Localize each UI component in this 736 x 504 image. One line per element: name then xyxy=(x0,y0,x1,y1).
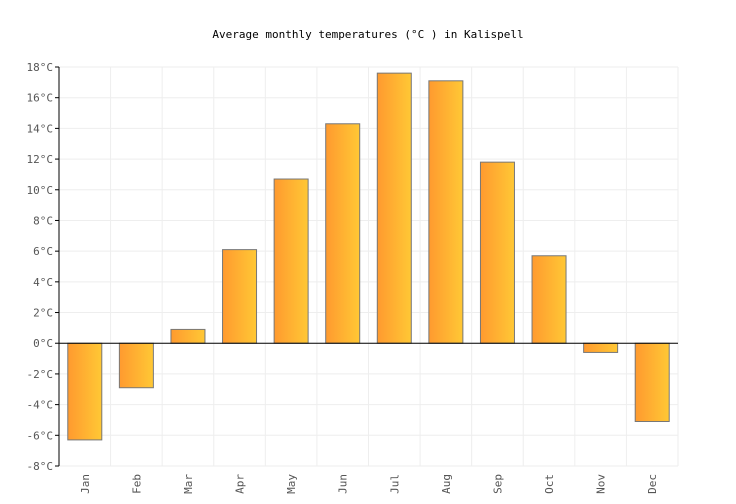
y-tick-label: -2°C xyxy=(27,368,54,381)
x-tick-label: Sep xyxy=(491,474,504,494)
x-tick-label: Mar xyxy=(182,474,195,494)
y-tick-label: -4°C xyxy=(27,399,54,412)
bar-may xyxy=(273,178,309,344)
bar-oct xyxy=(531,255,567,344)
x-tick-label: Oct xyxy=(543,474,556,494)
bar-apr xyxy=(222,249,258,344)
y-tick-label: 18°C xyxy=(27,61,54,74)
bar-jul xyxy=(376,72,412,344)
x-tick-label: Jun xyxy=(337,474,350,494)
x-tick-label: Apr xyxy=(234,474,247,494)
bar-dec xyxy=(634,342,670,422)
y-tick-label: 16°C xyxy=(27,92,54,105)
bar-jun xyxy=(325,123,361,344)
bar-feb xyxy=(118,342,154,389)
y-tick-label: 8°C xyxy=(33,214,53,227)
x-tick-label: Nov xyxy=(595,474,608,494)
y-tick-label: 2°C xyxy=(33,307,53,320)
x-tick-label: Jan xyxy=(79,474,92,494)
y-tick-label: -6°C xyxy=(27,429,54,442)
y-tick-label: 14°C xyxy=(27,122,54,135)
bar-sep xyxy=(479,161,515,344)
y-tick-label: 10°C xyxy=(27,184,54,197)
x-tick-label: Jul xyxy=(388,474,401,494)
x-tick-label: Dec xyxy=(646,474,659,494)
bar-jan xyxy=(67,342,103,441)
x-tick-label: May xyxy=(285,474,298,494)
y-tick-label: 12°C xyxy=(27,153,54,166)
y-tick-label: 0°C xyxy=(33,337,53,350)
chart-title: Average monthly temperatures (°C ) in Ka… xyxy=(212,28,523,41)
y-tick-label: 4°C xyxy=(33,276,53,289)
x-tick-label: Feb xyxy=(130,474,143,494)
x-tick-label: Aug xyxy=(440,474,453,494)
bar-mar xyxy=(170,328,206,344)
y-tick-label: 6°C xyxy=(33,245,53,258)
bar-nov xyxy=(583,342,619,353)
y-tick-label: -8°C xyxy=(27,460,54,473)
bar-aug xyxy=(428,80,464,344)
